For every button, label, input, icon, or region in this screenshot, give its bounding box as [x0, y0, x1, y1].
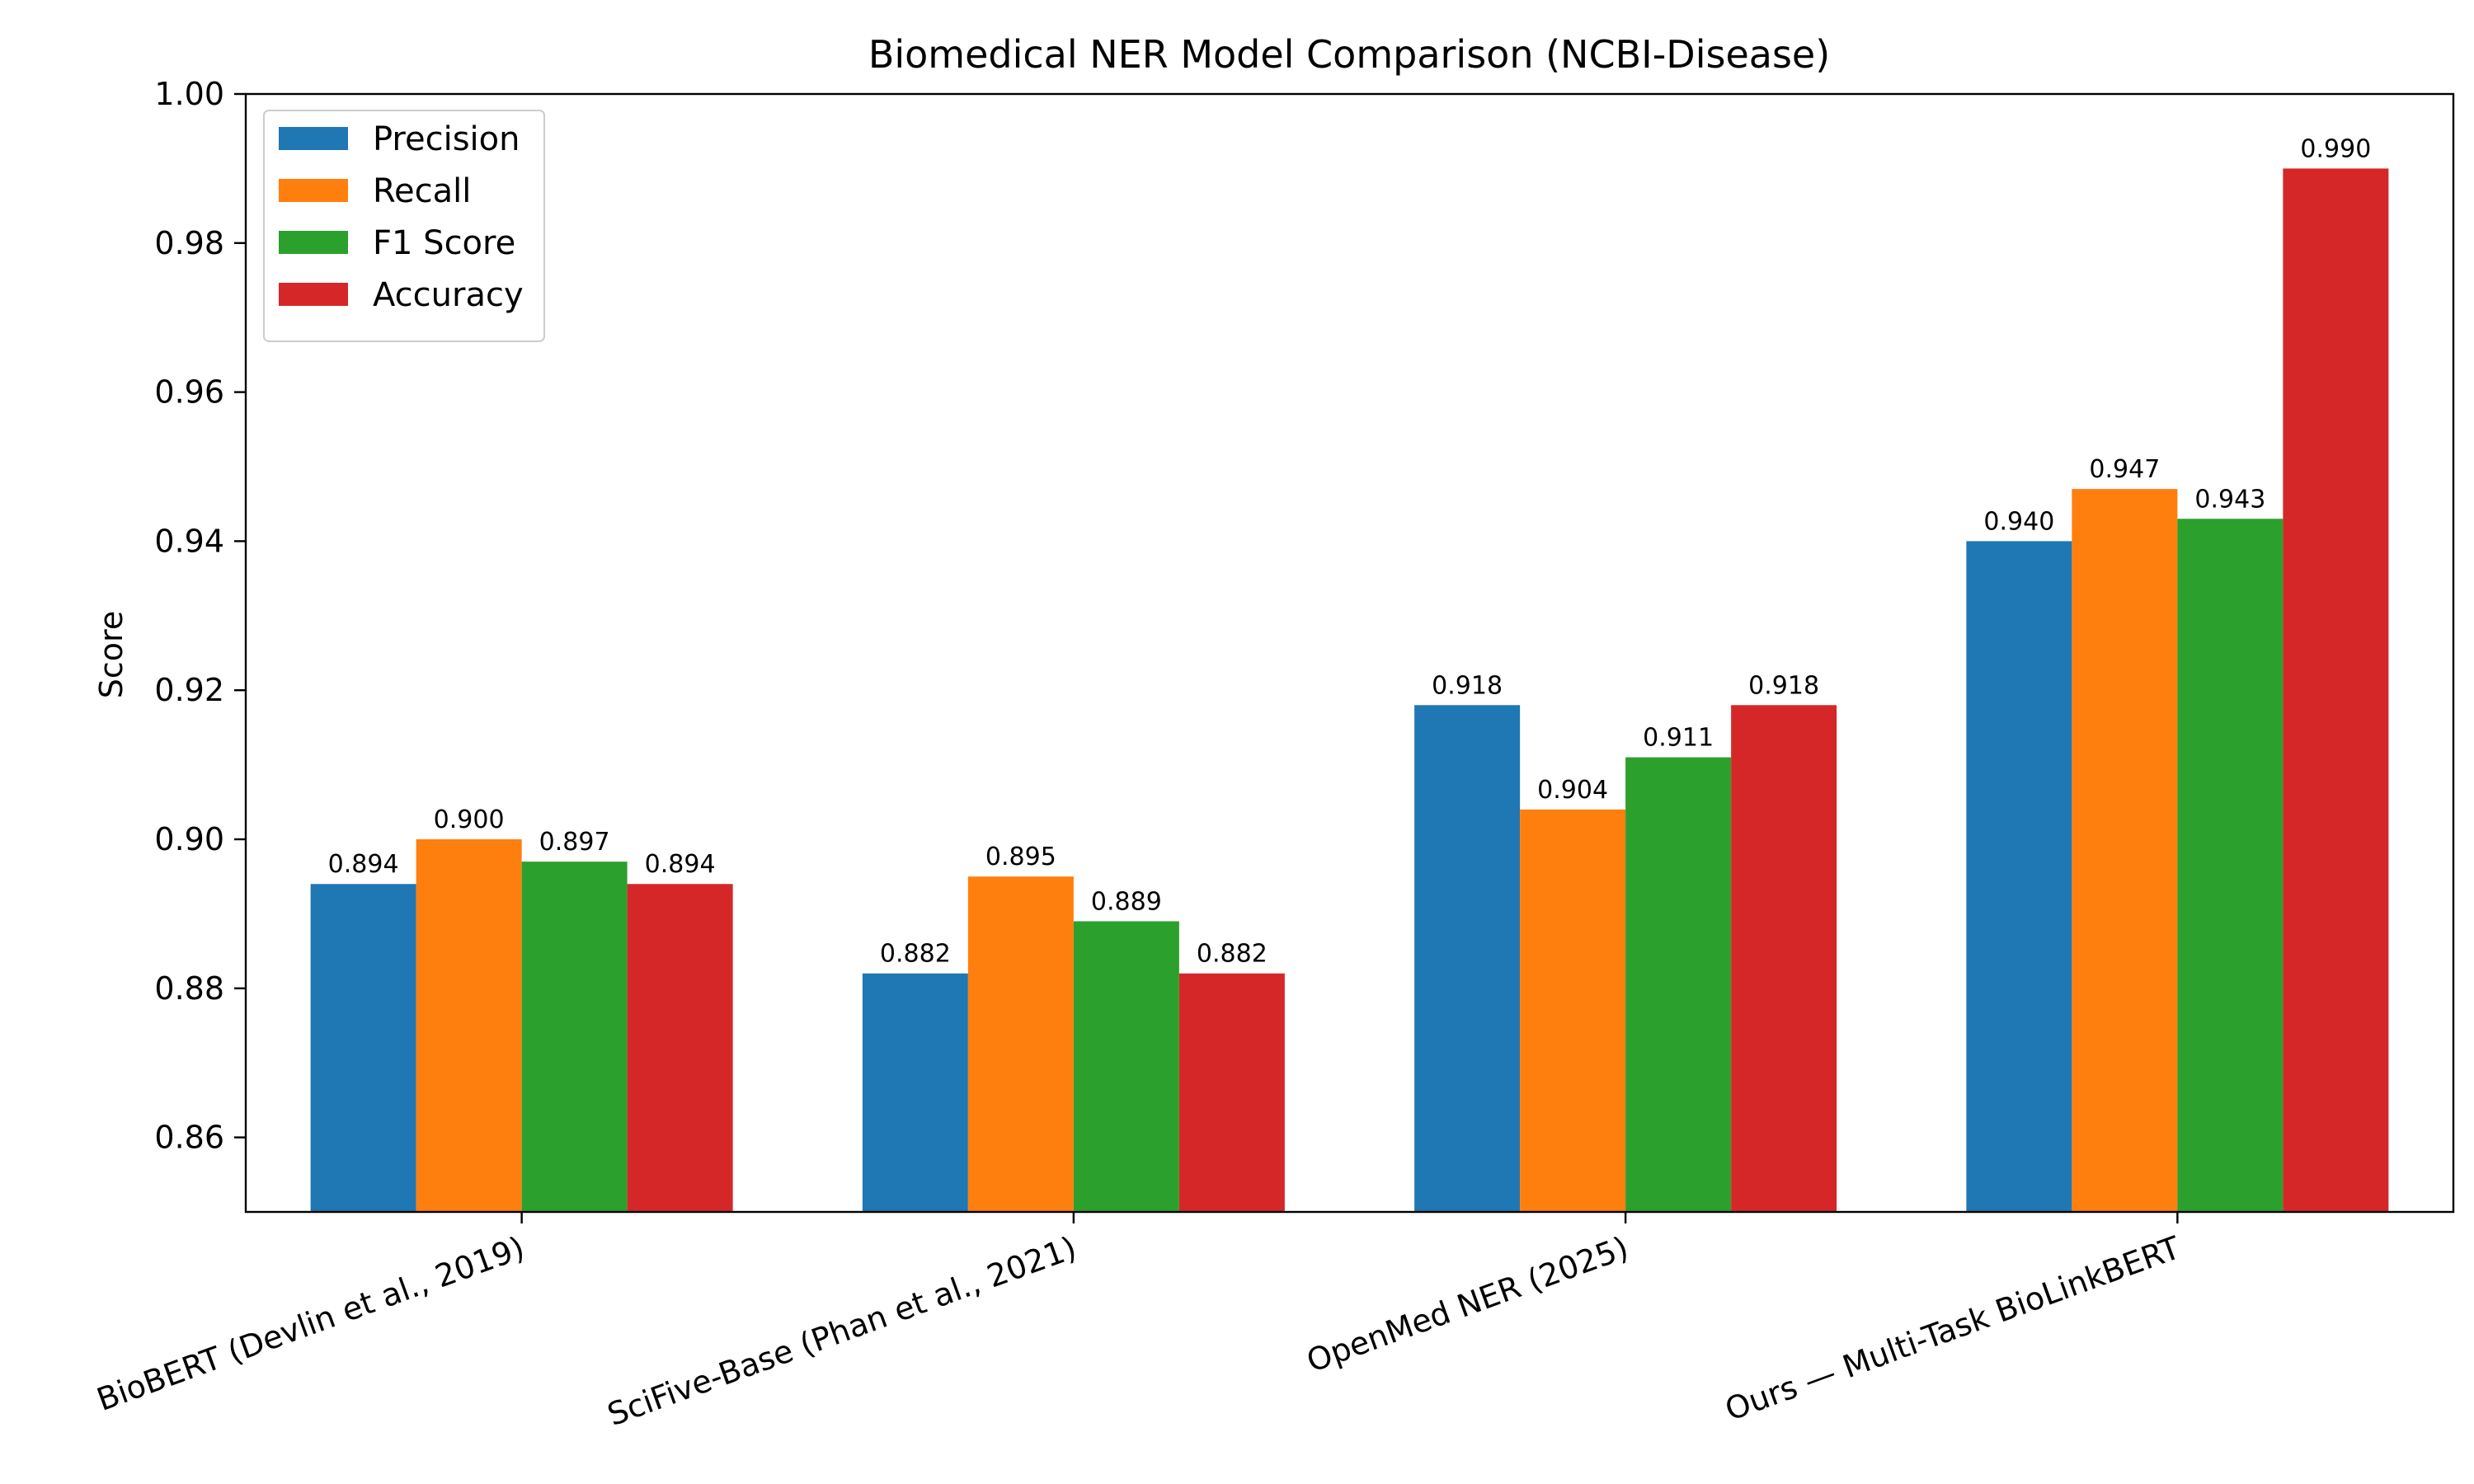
bar-precision [1966, 541, 2072, 1212]
y-tick-label: 0.88 [154, 970, 224, 1007]
data-label: 0.904 [1537, 776, 1608, 805]
bar-recall [1520, 809, 1626, 1212]
data-label: 0.882 [880, 940, 951, 969]
legend-swatch [279, 179, 348, 202]
y-tick-label: 0.98 [154, 225, 224, 261]
plot-frame [244, 92, 2455, 1214]
bar-recall [967, 876, 1074, 1212]
y-tick-label: 0.86 [154, 1120, 224, 1156]
bar-f1-score [1625, 757, 1732, 1212]
data-label: 0.895 [985, 843, 1056, 871]
legend-label: F1 Score [373, 224, 515, 262]
bar-precision [1414, 705, 1521, 1212]
bar-recall [2072, 489, 2178, 1212]
bar-accuracy [627, 884, 733, 1212]
data-label: 0.918 [1432, 671, 1503, 700]
legend-swatch [279, 231, 348, 254]
data-label: 0.889 [1091, 887, 1162, 916]
data-label: 0.918 [1748, 671, 1819, 700]
bar-f1-score [521, 862, 628, 1212]
bar-accuracy [1731, 705, 1837, 1212]
bar-accuracy [1178, 973, 1285, 1212]
data-label: 0.940 [1983, 507, 2054, 536]
data-label: 0.900 [434, 805, 505, 834]
legend-label: Precision [373, 120, 520, 158]
data-label: 0.894 [645, 850, 716, 879]
bar-f1-score [1073, 921, 1179, 1212]
y-tick-label: 0.90 [154, 821, 224, 857]
y-tick-label: 1.00 [154, 76, 224, 112]
legend-label: Accuracy [373, 276, 524, 314]
y-tick-label: 0.92 [154, 672, 224, 708]
data-label: 0.894 [328, 850, 399, 879]
data-label: 0.911 [1643, 724, 1714, 753]
data-label: 0.882 [1197, 940, 1268, 969]
data-label: 0.897 [539, 828, 610, 857]
bar-accuracy [2283, 168, 2389, 1212]
bar-precision [310, 884, 416, 1212]
legend-swatch [279, 127, 348, 150]
data-label: 0.943 [2194, 485, 2265, 514]
y-tick-label: 0.96 [154, 374, 224, 411]
legend: Precision Recall F1 Score Accuracy [263, 110, 545, 342]
bar-precision [862, 973, 968, 1212]
legend-swatch [279, 283, 348, 306]
chart-title: Biomedical NER Model Comparison (NCBI-Di… [868, 32, 1830, 77]
bar-f1-score [2177, 519, 2284, 1212]
data-label: 0.990 [2300, 134, 2371, 163]
bar-recall [416, 839, 522, 1212]
legend-label: Recall [373, 172, 471, 210]
y-axis-label: Score [93, 611, 129, 698]
data-label: 0.947 [2089, 455, 2160, 484]
y-tick-label: 0.94 [154, 523, 224, 559]
